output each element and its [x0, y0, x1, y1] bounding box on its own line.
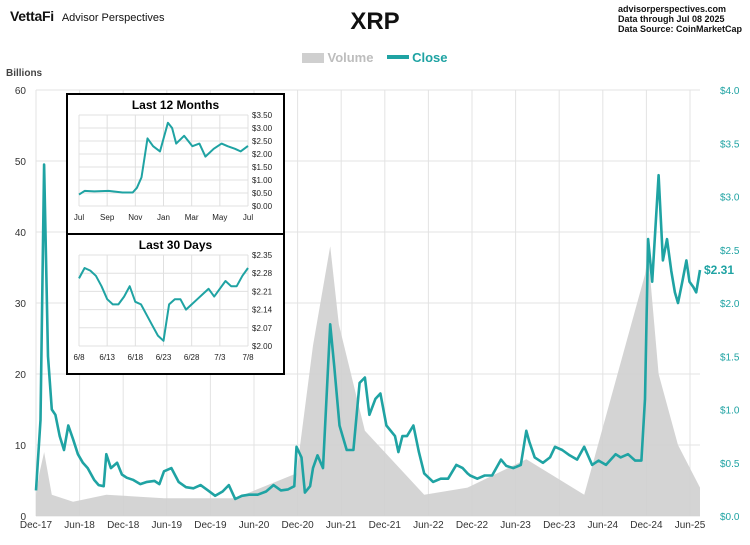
x-tick-label: Dec-18	[107, 520, 140, 531]
x-tick-label: Jun-18	[64, 520, 95, 531]
inset-y-tick-label: $0.00	[252, 202, 273, 211]
y-left-tick-label: 40	[15, 228, 27, 239]
x-tick-label: Dec-22	[456, 520, 489, 531]
inset-x-tick-label: 6/28	[184, 353, 200, 362]
y-left-tick-label: 0	[20, 512, 26, 523]
inset-x-tick-label: Jul	[74, 213, 84, 222]
brand-name: VettaFi	[10, 8, 54, 24]
y-right-tick-label: $1.0	[720, 406, 740, 417]
legend-swatch-volume	[302, 53, 325, 63]
inset-series-line	[78, 267, 249, 342]
chart-title: XRP	[350, 8, 400, 35]
y-left-tick-label: 60	[15, 86, 27, 97]
inset-x-tick-label: 7/8	[242, 353, 254, 362]
inset-series-line	[78, 121, 249, 196]
chart-legend: Volume Close	[0, 50, 750, 65]
inset-x-tick-label: Sep	[100, 213, 115, 222]
close-series-line	[34, 163, 702, 501]
inset-x-tick-label: 6/8	[73, 353, 85, 362]
inset-x-tick-label: Mar	[185, 213, 199, 222]
inset-y-tick-label: $1.00	[252, 176, 273, 185]
inset-x-tick-label: 6/23	[156, 353, 172, 362]
inset-y-tick-label: $2.50	[252, 137, 273, 146]
inset-y-tick-label: $2.14	[252, 306, 273, 315]
last-value-label: $2.31	[704, 263, 734, 277]
x-tick-label: Jun-25	[675, 520, 706, 531]
y-left-tick-label: 10	[15, 441, 27, 452]
inset-y-tick-label: $2.07	[252, 324, 273, 333]
inset-y-tick-label: $3.00	[252, 124, 273, 133]
y-right-tick-label: $1.5	[720, 352, 740, 363]
inset-title: Last 30 Days	[139, 238, 213, 252]
inset-title: Last 12 Months	[132, 98, 220, 112]
inset-x-tick-label: Nov	[128, 213, 142, 222]
inset-x-tick-label: Jul	[243, 213, 253, 222]
legend-swatch-close	[387, 55, 410, 59]
x-tick-label: Dec-20	[281, 520, 314, 531]
inset-y-tick-label: $2.28	[252, 269, 273, 278]
brand-logo: VettaFi Advisor Perspectives	[10, 8, 165, 24]
inset-y-tick-label: $2.35	[252, 251, 273, 260]
y-right-tick-label: $2.5	[720, 246, 740, 257]
inset-x-tick-label: 6/13	[99, 353, 115, 362]
y-right-tick-label: $0.0	[720, 512, 740, 523]
y-right-tick-label: $3.0	[720, 193, 740, 204]
inset-y-tick-label: $0.50	[252, 189, 273, 198]
inset-x-tick-label: 7/3	[214, 353, 226, 362]
legend-item-close: Close	[387, 50, 448, 65]
x-tick-label: Jun-19	[152, 520, 183, 531]
y-right-tick-label: $2.0	[720, 299, 740, 310]
x-tick-label: Jun-22	[413, 520, 444, 531]
inset-x-tick-label: 6/18	[128, 353, 144, 362]
legend-label-volume: Volume	[327, 50, 374, 65]
x-tick-label: Dec-24	[630, 520, 663, 531]
volume-series-area	[36, 246, 700, 516]
x-tick-label: Dec-21	[369, 520, 402, 531]
source-line-1: advisorperspectives.com	[617, 4, 727, 14]
x-tick-label: Dec-23	[543, 520, 576, 531]
inset-y-tick-label: $2.00	[252, 150, 273, 159]
x-tick-label: Jun-20	[239, 520, 270, 531]
source-line-2: Data through Jul 08 2025	[617, 14, 725, 24]
inset-y-tick-label: $3.50	[252, 111, 273, 120]
inset-y-tick-label: $2.00	[252, 342, 273, 351]
brand-subtitle: Advisor Perspectives	[61, 12, 165, 24]
x-tick-label: Dec-17	[20, 520, 53, 531]
inset-x-tick-label: Jan	[157, 213, 170, 222]
x-tick-label: Jun-23	[500, 520, 531, 531]
y-left-tick-label: 50	[15, 157, 27, 168]
y-left-tick-label: 30	[15, 299, 27, 310]
inset-y-tick-label: $2.21	[252, 287, 273, 296]
source-block: advisorperspectives.com Data through Jul…	[618, 4, 742, 34]
x-tick-label: Jun-24	[588, 520, 619, 531]
legend-label-close: Close	[412, 50, 448, 65]
y-right-tick-label: $3.5	[720, 139, 740, 150]
source-line-3: Data Source: CoinMarketCap	[617, 24, 742, 34]
legend-item-volume: Volume	[302, 50, 373, 65]
inset-x-tick-label: May	[212, 213, 227, 222]
y-right-tick-label: $0.5	[720, 459, 740, 470]
x-tick-label: Dec-19	[194, 520, 227, 531]
y-left-tick-label: 20	[15, 370, 27, 381]
x-tick-label: Jun-21	[326, 520, 357, 531]
y-right-tick-label: $4.0	[720, 86, 740, 97]
y-axis-unit-label: Billions	[6, 68, 43, 79]
inset-y-tick-label: $1.50	[252, 163, 273, 172]
